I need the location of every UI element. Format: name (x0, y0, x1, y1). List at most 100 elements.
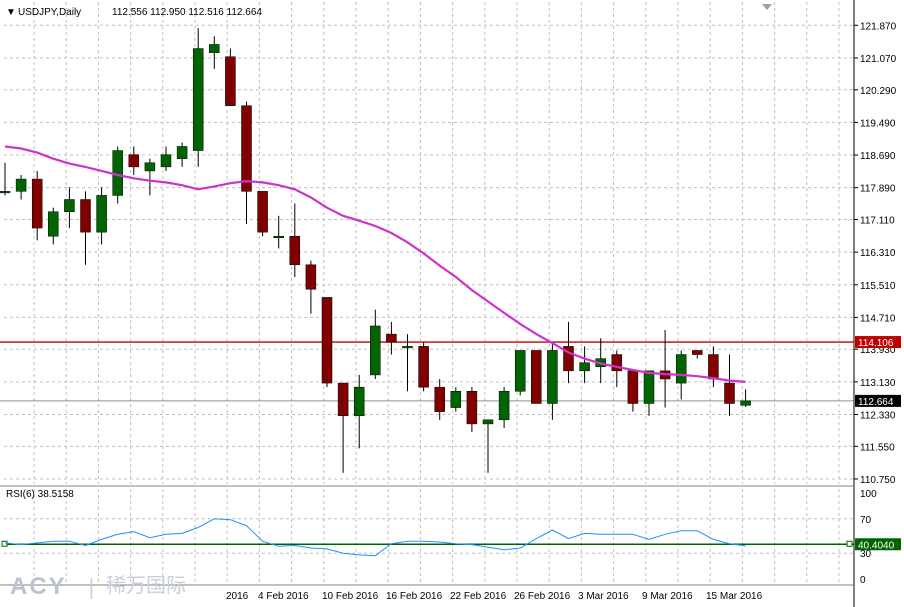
candle-body (386, 333, 397, 343)
price-tick-label: 119.490 (860, 118, 896, 129)
candle (337, 382, 349, 473)
candle (64, 187, 75, 229)
last-price-tag-label: 112.664 (858, 397, 894, 408)
rsi-label: RSI(6) 38.5158 (6, 489, 74, 500)
candle-body (176, 146, 188, 159)
candle-body (547, 350, 558, 404)
candle (15, 175, 27, 200)
candle (386, 321, 397, 355)
candle (692, 350, 703, 359)
candle (257, 191, 268, 237)
candle-body (241, 105, 252, 192)
candle (514, 350, 526, 396)
scroll-arrow-icon[interactable] (762, 4, 772, 10)
candle (418, 342, 429, 392)
candle (289, 203, 301, 278)
candle-body (209, 44, 220, 53)
candle (273, 215, 284, 249)
candle-body (402, 346, 413, 349)
resistance-tag-label: 114.106 (858, 338, 894, 349)
candle-body (514, 350, 526, 392)
candle (128, 146, 140, 176)
candle (225, 48, 236, 106)
ohlc-readout: 112.556 112.950 112.516 112.664 (112, 7, 262, 18)
candle (434, 379, 445, 420)
time-tick-label: 4 Feb 2016 (258, 591, 309, 602)
candle-body (531, 350, 542, 404)
time-tick-label: 15 Mar 2016 (706, 591, 763, 602)
candle-body (48, 211, 59, 237)
candle-body (15, 178, 27, 192)
candle (321, 297, 333, 388)
candle-body (192, 48, 204, 151)
menu-triangle-icon[interactable]: ▼ (6, 7, 16, 18)
candle-body (273, 235, 284, 238)
candle-body (353, 386, 365, 416)
rsi-tick-label: 70 (860, 515, 872, 526)
candle (466, 387, 478, 433)
candle (144, 158, 156, 196)
candle (370, 309, 381, 380)
moving-average-line (4, 145, 746, 383)
rsi-indicator (1, 518, 854, 557)
time-tick-label: 22 Feb 2016 (450, 591, 507, 602)
candle-body (627, 370, 639, 404)
candle (740, 389, 751, 407)
candle (579, 346, 590, 384)
candle-body (643, 370, 655, 404)
price-tick-label: 118.690 (860, 151, 896, 162)
price-tick-label: 117.110 (860, 215, 895, 226)
candle (80, 191, 91, 265)
price-tick-label: 121.870 (860, 21, 897, 32)
rsi-level-handle-left[interactable] (1, 540, 8, 547)
candles (0, 28, 751, 473)
candle-body (611, 354, 623, 372)
rsi-line (4, 518, 746, 557)
candle (305, 260, 317, 314)
time-tick-label-partial: 2016 (226, 591, 249, 602)
candle (96, 187, 107, 245)
price-tick-label: 116.310 (860, 248, 896, 259)
rsi-tick-label: 30 (860, 549, 872, 560)
price-tick-label: 120.290 (860, 86, 897, 97)
candle-body (434, 386, 445, 412)
candle (31, 170, 43, 241)
price-tick-label: 112.330 (860, 411, 896, 422)
price-tick-label: 111.550 (860, 442, 895, 453)
candle-body (337, 382, 349, 416)
moving-average (4, 145, 746, 383)
candle (482, 419, 494, 473)
candle (353, 374, 365, 449)
time-tick-label: 9 Mar 2016 (642, 591, 693, 602)
horizontal-levels (0, 341, 854, 402)
candle (547, 342, 558, 420)
rsi-tick-label: 100 (860, 489, 877, 500)
candle-body (692, 350, 703, 355)
candle-body (289, 235, 301, 266)
candle-body (724, 382, 735, 404)
rsi-level-handle-right[interactable] (846, 540, 853, 547)
candle (176, 142, 188, 167)
price-tick-label: 113.130 (860, 378, 896, 389)
rsi-tick-label: 0 (860, 575, 866, 586)
price-tick-label: 115.510 (860, 281, 896, 292)
candle-body (64, 199, 75, 212)
logo-separator: | (88, 575, 95, 599)
candle (724, 354, 735, 416)
candle-body (450, 390, 462, 408)
price-tick-label: 114.710 (860, 313, 896, 324)
candle-body (144, 162, 156, 172)
rsi-level-tag-label: 40.4040 (858, 540, 895, 551)
candle-body (466, 390, 478, 425)
candle (643, 370, 655, 416)
candle-body (0, 191, 11, 194)
candle-body (321, 297, 333, 384)
symbol-label: USDJPY,Daily (18, 7, 81, 18)
time-tick-label: 3 Mar 2016 (578, 591, 629, 602)
price-tick-label: 121.070 (860, 54, 897, 65)
candle-body (563, 346, 574, 372)
last-price-tag (855, 394, 901, 407)
candle-body (418, 346, 429, 388)
